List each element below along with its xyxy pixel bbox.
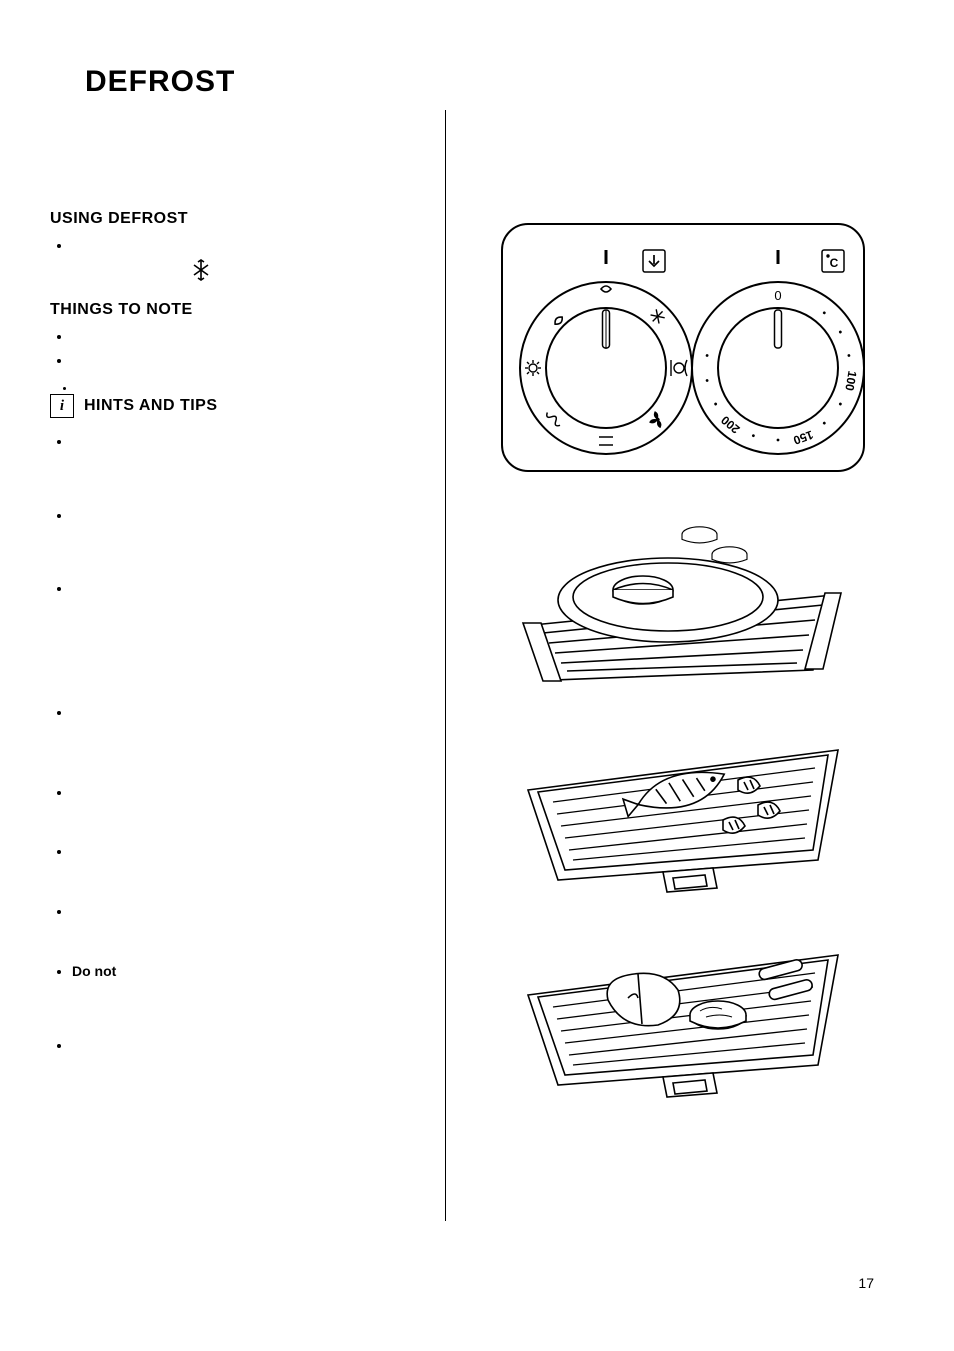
text-column: USING DEFROST TH bbox=[50, 110, 445, 1221]
list-item bbox=[72, 1036, 445, 1056]
page-number: 17 bbox=[858, 1275, 874, 1291]
defrost-icon bbox=[192, 259, 210, 281]
list-item bbox=[72, 351, 445, 371]
page-title: DEFROST bbox=[85, 65, 899, 99]
list-item: Do not bbox=[72, 962, 445, 982]
svg-text:100: 100 bbox=[842, 370, 859, 392]
shelf-burgers-diagram bbox=[498, 505, 868, 690]
list-item bbox=[72, 842, 445, 862]
list-item bbox=[72, 236, 445, 283]
control-panel-diagram: C bbox=[498, 220, 868, 475]
list-item bbox=[72, 703, 445, 723]
hints-and-tips-heading-row: i HINTS AND TIPS bbox=[50, 394, 445, 418]
grillpan-steak-diagram bbox=[498, 925, 868, 1100]
svg-text:C: C bbox=[829, 256, 838, 270]
list-item bbox=[72, 432, 445, 452]
list-item bbox=[72, 579, 445, 599]
svg-text:150: 150 bbox=[791, 428, 815, 448]
using-defrost-list bbox=[50, 236, 445, 283]
svg-text:0: 0 bbox=[774, 288, 781, 303]
things-to-note-heading: THINGS TO NOTE bbox=[50, 301, 445, 319]
hints-and-tips-list: Do not bbox=[50, 432, 445, 1055]
illustration-column: C bbox=[466, 110, 899, 1221]
column-divider bbox=[445, 110, 446, 1221]
list-item bbox=[72, 506, 445, 526]
things-to-note-list bbox=[50, 327, 445, 370]
hints-and-tips-heading: HINTS AND TIPS bbox=[84, 397, 218, 415]
list-item bbox=[72, 902, 445, 922]
grillpan-fish-diagram bbox=[498, 720, 868, 895]
two-column-layout: USING DEFROST TH bbox=[50, 110, 899, 1221]
list-item bbox=[72, 327, 445, 347]
do-not-label: Do not bbox=[72, 963, 116, 979]
using-defrost-heading: USING DEFROST bbox=[50, 210, 445, 228]
info-icon: i bbox=[50, 394, 74, 418]
list-item bbox=[72, 783, 445, 803]
